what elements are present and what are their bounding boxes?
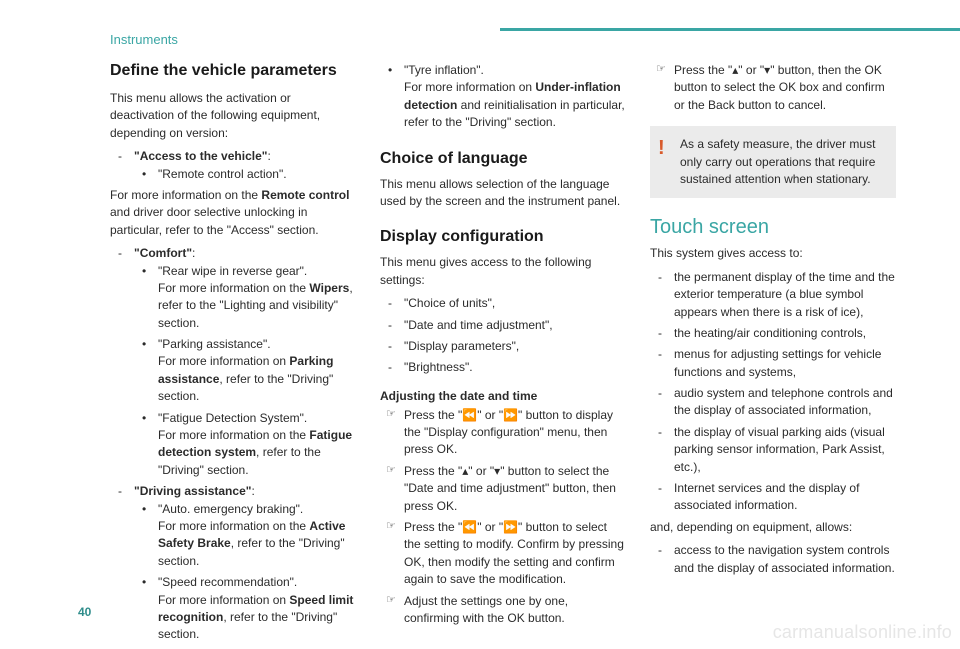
- touch-list: the permanent display of the time and th…: [650, 269, 896, 515]
- settings-list: "Choice of units", "Date and time adjust…: [380, 295, 626, 377]
- list-item: "Access to the vehicle": "Remote control…: [110, 148, 356, 183]
- list-item: "Remote control action".: [134, 166, 356, 183]
- list-item: "Date and time adjustment",: [380, 317, 626, 334]
- language-paragraph: This menu allows selection of the langua…: [380, 176, 626, 211]
- intro-paragraph: This menu allows the activation or deact…: [110, 90, 356, 142]
- list-item: "Tyre inflation". For more information o…: [380, 62, 626, 132]
- driving-label: "Driving assistance": [134, 484, 251, 498]
- top-list: "Comfort": "Rear wipe in reverse gear". …: [110, 245, 356, 644]
- list-item: "Auto. emergency braking". For more info…: [134, 501, 356, 571]
- text: "Speed recommendation".: [158, 575, 297, 589]
- list-item: Press the "⏪" or "⏩" button to select th…: [380, 519, 626, 589]
- column-3: Press the "▴" or "▾" button, then the OK…: [650, 62, 896, 648]
- text: "Auto. emergency braking".: [158, 502, 303, 516]
- touch-intro: This system gives access to:: [650, 245, 896, 262]
- sub-list: "Remote control action".: [134, 166, 356, 183]
- list-item: "Driving assistance": "Auto. emergency b…: [110, 483, 356, 644]
- list-item: access to the navigation system controls…: [650, 542, 896, 577]
- list-item: audio system and telephone controls and …: [650, 385, 896, 420]
- display-intro: This menu gives access to the following …: [380, 254, 626, 289]
- column-2: "Tyre inflation". For more information o…: [380, 62, 626, 648]
- watermark: carmanualsonline.info: [773, 622, 952, 643]
- text: For more information on the: [158, 428, 309, 442]
- sub-list: "Tyre inflation". For more information o…: [380, 62, 626, 132]
- list-item: Press the "⏪" or "⏩" button to display t…: [380, 407, 626, 459]
- sub-note: For more information on Parking assistan…: [158, 353, 356, 405]
- text-bold: Wipers: [309, 281, 349, 295]
- touch-and: and, depending on equipment, allows:: [650, 519, 896, 536]
- adjust-heading: Adjusting the date and time: [380, 389, 626, 403]
- list-item: "Speed recommendation". For more informa…: [134, 574, 356, 644]
- text: For more information on the: [158, 519, 309, 533]
- section-header: Instruments: [110, 32, 178, 47]
- text: For more information on: [404, 80, 535, 94]
- text: "Tyre inflation".: [404, 63, 484, 77]
- list-item: "Rear wipe in reverse gear". For more in…: [134, 263, 356, 333]
- steps-list: Press the "⏪" or "⏩" button to display t…: [380, 407, 626, 628]
- content-columns: Define the vehicle parameters This menu …: [110, 62, 896, 648]
- sub-list: "Auto. emergency braking". For more info…: [134, 501, 356, 644]
- text: For more information on: [158, 354, 289, 368]
- sub-note: For more information on the Active Safet…: [158, 518, 356, 570]
- list-item: Press the "▴" or "▾" button to select th…: [380, 463, 626, 515]
- heading-display-config: Display configuration: [380, 228, 626, 246]
- sub-note: For more information on Speed limit reco…: [158, 592, 356, 644]
- text: "Fatigue Detection System".: [158, 411, 307, 425]
- warning-icon: !: [658, 134, 665, 163]
- sub-note: For more information on Under-inflation …: [404, 79, 626, 131]
- list-item: "Display parameters",: [380, 338, 626, 355]
- sub-list: "Rear wipe in reverse gear". For more in…: [134, 263, 356, 480]
- list-item: "Parking assistance". For more informati…: [134, 336, 356, 406]
- list-item: "Choice of units",: [380, 295, 626, 312]
- list-item: "Comfort": "Rear wipe in reverse gear". …: [110, 245, 356, 479]
- list-item: the permanent display of the time and th…: [650, 269, 896, 321]
- text: "Rear wipe in reverse gear".: [158, 264, 307, 278]
- text: "Parking assistance".: [158, 337, 271, 351]
- page: Instruments Define the vehicle parameter…: [0, 0, 960, 649]
- column-1: Define the vehicle parameters This menu …: [110, 62, 356, 648]
- safety-text: As a safety measure, the driver must onl…: [680, 137, 875, 186]
- text: For more information on the: [158, 281, 309, 295]
- page-number: 40: [78, 605, 91, 619]
- text: For more information on: [158, 593, 289, 607]
- header-accent-bar: [500, 28, 960, 31]
- list-item: "Fatigue Detection System". For more inf…: [134, 410, 356, 480]
- list-item: the heating/air conditioning controls,: [650, 325, 896, 342]
- list-item: Press the "▴" or "▾" button, then the OK…: [650, 62, 896, 114]
- sub-note: For more information on the Wipers, refe…: [158, 280, 356, 332]
- heading-define-params: Define the vehicle parameters: [110, 62, 356, 80]
- list-item: the display of visual parking aids (visu…: [650, 424, 896, 476]
- text: and driver door selective unlocking in p…: [110, 205, 319, 236]
- heading-touch-screen: Touch screen: [650, 216, 896, 239]
- list-item: Adjust the settings one by one, confirmi…: [380, 593, 626, 628]
- top-list: "Access to the vehicle": "Remote control…: [110, 148, 356, 183]
- comfort-label: "Comfort": [134, 246, 192, 260]
- list-item: menus for adjusting settings for vehicle…: [650, 346, 896, 381]
- access-label: "Access to the vehicle": [134, 149, 267, 163]
- steps-list: Press the "▴" or "▾" button, then the OK…: [650, 62, 896, 114]
- list-item: "Brightness".: [380, 359, 626, 376]
- heading-language: Choice of language: [380, 150, 626, 168]
- sub-note: For more information on the Fatigue dete…: [158, 427, 356, 479]
- text: For more information on the: [110, 188, 261, 202]
- access-note: For more information on the Remote contr…: [110, 187, 356, 239]
- safety-callout: ! As a safety measure, the driver must o…: [650, 126, 896, 198]
- list-item: Internet services and the display of ass…: [650, 480, 896, 515]
- text-bold: Remote control: [261, 188, 349, 202]
- touch-list-2: access to the navigation system controls…: [650, 542, 896, 577]
